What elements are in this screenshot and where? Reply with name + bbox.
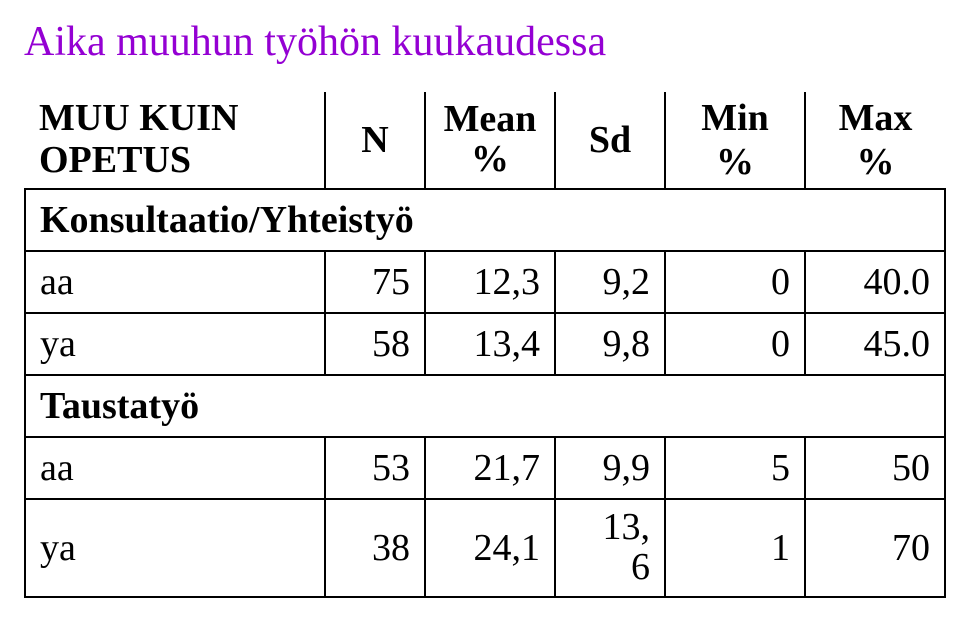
row-mean: 24,1 xyxy=(425,499,555,597)
header-mean-line2: % xyxy=(440,140,540,180)
row-n: 75 xyxy=(325,251,425,313)
row-n: 38 xyxy=(325,499,425,597)
table-row: aa 53 21,7 9,9 5 50 xyxy=(25,437,945,499)
row-mean: 13,4 xyxy=(425,313,555,375)
row-label: aa xyxy=(25,437,325,499)
row-sd: 13, 6 xyxy=(555,499,665,597)
row-max: 70 xyxy=(805,499,945,597)
header-min: Min % xyxy=(665,92,805,189)
row-sd-line2: 6 xyxy=(570,548,650,588)
row-sd-line1: 13, xyxy=(570,508,650,548)
row-label: ya xyxy=(25,499,325,597)
row-max: 45.0 xyxy=(805,313,945,375)
row-min: 5 xyxy=(665,437,805,499)
table-header-row: MUU KUIN OPETUS N Mean % Sd Min % Max % xyxy=(25,92,945,189)
row-max: 50 xyxy=(805,437,945,499)
row-mean: 12,3 xyxy=(425,251,555,313)
row-label: aa xyxy=(25,251,325,313)
row-n: 53 xyxy=(325,437,425,499)
table-row: ya 58 13,4 9,8 0 45.0 xyxy=(25,313,945,375)
row-mean: 21,7 xyxy=(425,437,555,499)
row-min: 0 xyxy=(665,251,805,313)
row-sd: 9,8 xyxy=(555,313,665,375)
section-header: Konsultaatio/Yhteistyö xyxy=(25,189,945,251)
header-label-line1: MUU KUIN xyxy=(39,98,310,140)
row-label: ya xyxy=(25,313,325,375)
stats-table: MUU KUIN OPETUS N Mean % Sd Min % Max % … xyxy=(24,92,946,598)
row-sd: 9,2 xyxy=(555,251,665,313)
table-row: ya 38 24,1 13, 6 1 70 xyxy=(25,499,945,597)
row-sd: 9,9 xyxy=(555,437,665,499)
row-min: 0 xyxy=(665,313,805,375)
header-mean: Mean % xyxy=(425,92,555,189)
page-title: Aika muuhun työhön kuukaudessa xyxy=(24,18,936,66)
row-max: 40.0 xyxy=(805,251,945,313)
header-n: N xyxy=(325,92,425,189)
row-n: 58 xyxy=(325,313,425,375)
section-title: Taustatyö xyxy=(25,375,945,437)
header-max: Max % xyxy=(805,92,945,189)
header-label-line2: OPETUS xyxy=(39,140,310,182)
section-title: Konsultaatio/Yhteistyö xyxy=(25,189,945,251)
header-sd: Sd xyxy=(555,92,665,189)
section-header: Taustatyö xyxy=(25,375,945,437)
header-mean-line1: Mean xyxy=(440,100,540,140)
table-row: aa 75 12,3 9,2 0 40.0 xyxy=(25,251,945,313)
header-label: MUU KUIN OPETUS xyxy=(25,92,325,189)
row-min: 1 xyxy=(665,499,805,597)
